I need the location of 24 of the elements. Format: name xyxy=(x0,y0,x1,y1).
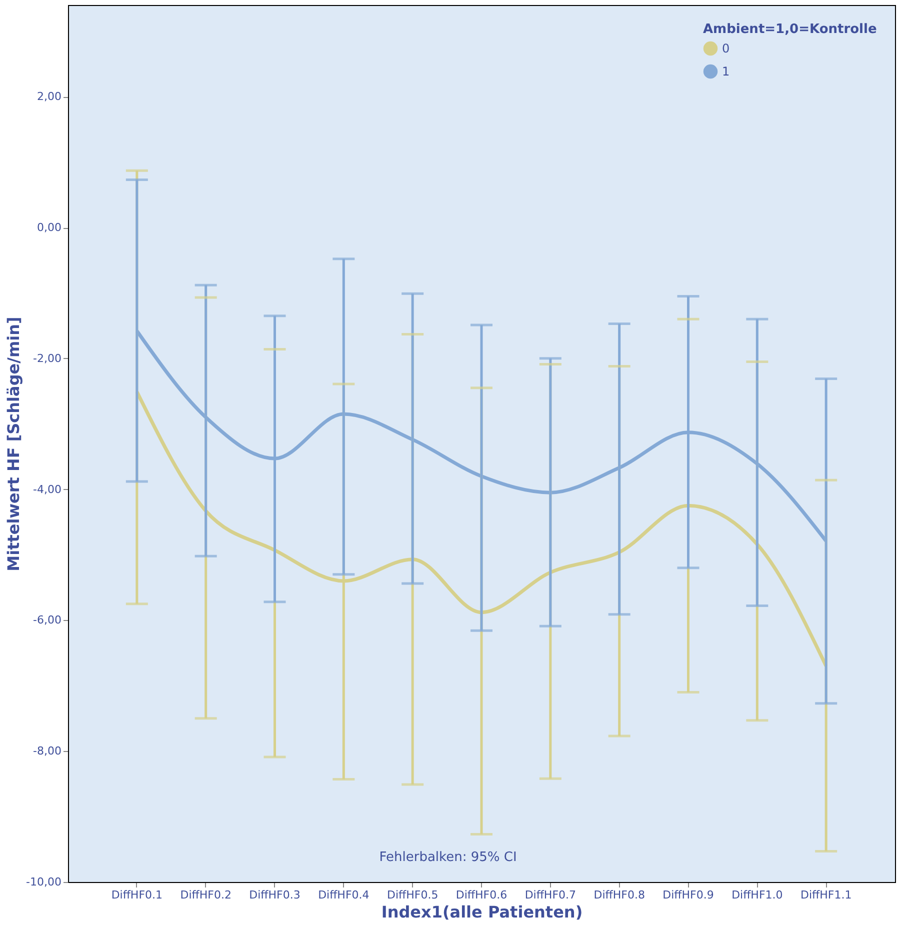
legend-label: 1 xyxy=(722,64,730,78)
x-tick-label: DiffHF0.7 xyxy=(524,888,576,902)
x-tick-label: DiffHF0.8 xyxy=(594,888,645,902)
x-tick-label: DiffHF1.1 xyxy=(800,888,852,902)
y-tick-label: -4,00 xyxy=(33,482,62,496)
y-tick-label: -10,00 xyxy=(26,876,62,888)
y-axis-title: Mittelwert HF [Schläge/min] xyxy=(4,316,24,572)
y-tick-label: -6,00 xyxy=(33,614,62,627)
y-tick-label: -8,00 xyxy=(33,744,62,758)
x-tick-label: DiffHF0.2 xyxy=(180,888,232,902)
x-tick-label: DiffHF0.9 xyxy=(662,888,714,902)
x-tick-label: DiffHF0.4 xyxy=(318,888,370,902)
annotation: Fehlerbalken: 95% CI xyxy=(379,850,517,865)
y-tick-label: 2,00 xyxy=(37,90,62,104)
x-tick-label: DiffHF0.6 xyxy=(456,888,508,902)
x-tick-label: DiffHF0.5 xyxy=(386,888,438,902)
x-tick-label: DiffHF0.1 xyxy=(111,888,163,902)
legend-title: Ambient=1,0=Kontrolle xyxy=(703,22,877,37)
x-tick-label: DiffHF0.3 xyxy=(249,888,300,902)
x-tick-label: DiffHF1.0 xyxy=(732,888,783,902)
y-tick-label: -2,00 xyxy=(33,352,62,365)
y-tick-label: 0,00 xyxy=(37,221,62,234)
x-axis-title: Index1(alle Patienten) xyxy=(381,902,583,922)
legend-label: 0 xyxy=(722,42,730,56)
